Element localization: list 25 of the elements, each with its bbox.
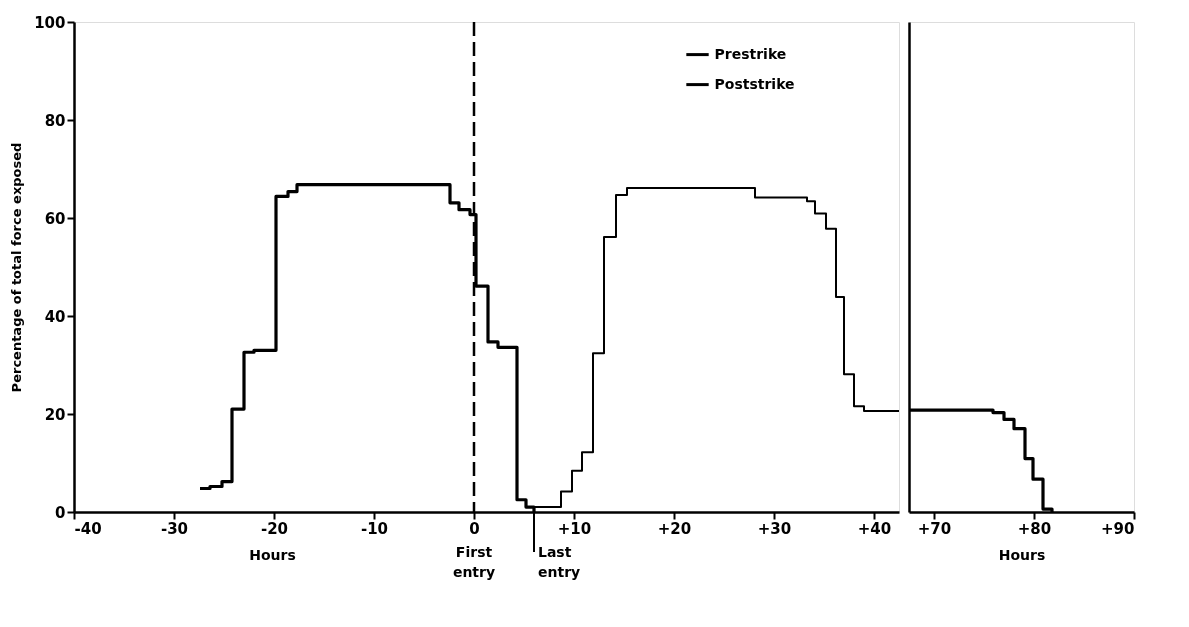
- x-tick-label: 0: [469, 519, 480, 538]
- x-tick-label: +10: [557, 519, 592, 538]
- x-tick-label: +30: [757, 519, 792, 538]
- x-axis-title: Hours: [998, 546, 1046, 563]
- ref-line-label: First entry: [452, 544, 496, 580]
- y-tick-label: 100: [34, 13, 66, 32]
- x-tick-label: -20: [260, 519, 289, 538]
- y-tick-label: 80: [44, 111, 66, 130]
- x-tick-label: -30: [160, 519, 189, 538]
- x-tick-label: +20: [657, 519, 692, 538]
- x-tick-label: +90: [1101, 519, 1135, 538]
- y-tick-label: 40: [44, 307, 66, 326]
- y-tick-label: 0: [55, 503, 66, 522]
- x-tick-label: +70: [917, 519, 952, 538]
- x-tick-label: -40: [74, 519, 102, 538]
- x-tick-label: +40: [857, 519, 892, 538]
- y-axis-title: Percentage of total force exposed: [9, 142, 25, 393]
- x-tick-label: -10: [360, 519, 389, 538]
- x-tick-label: +80: [1017, 519, 1052, 538]
- y-tick-label: 20: [44, 405, 66, 424]
- legend-label: Prestrike: [714, 45, 787, 62]
- annotation: Last entry: [538, 544, 581, 580]
- legend-label: Poststrike: [714, 75, 795, 92]
- y-tick-label: 60: [44, 209, 66, 228]
- x-axis-title: Hours: [249, 546, 296, 563]
